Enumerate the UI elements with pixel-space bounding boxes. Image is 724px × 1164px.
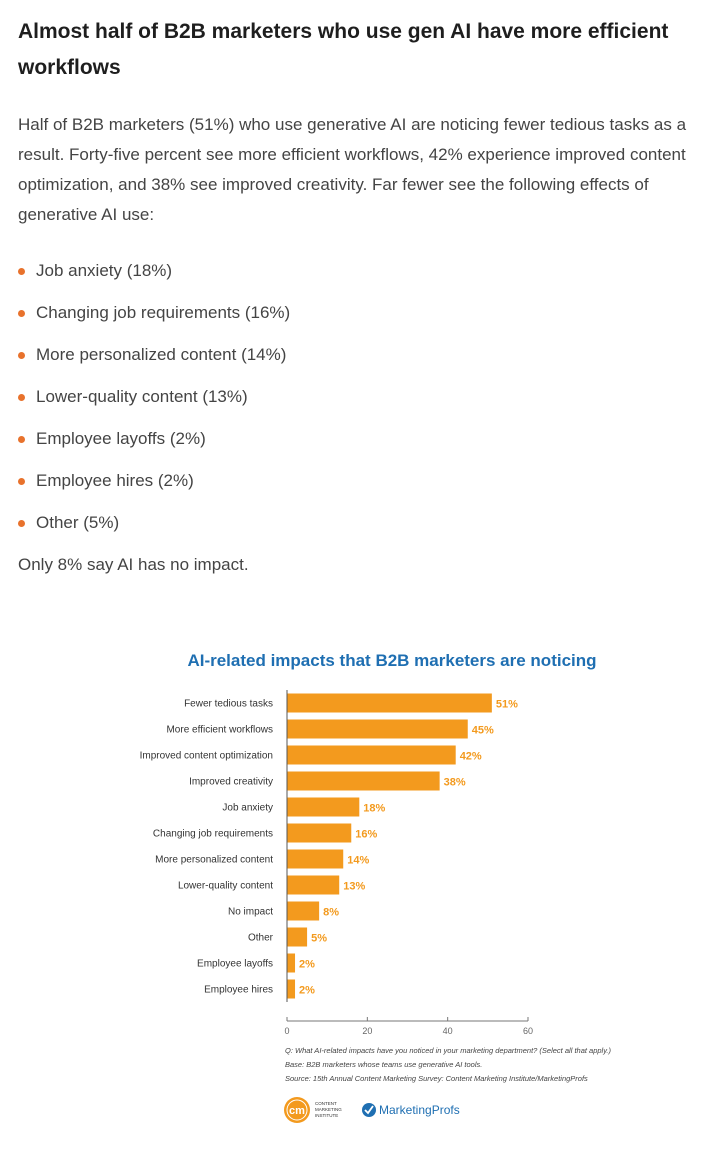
data-label: 38% (444, 777, 466, 789)
data-label: 18% (363, 803, 385, 815)
bullet-dot-icon (18, 352, 25, 359)
data-label: 8% (323, 907, 339, 919)
bars-layer: Fewer tedious tasks 51% More efficient wor… (140, 690, 518, 1002)
cmi-logo-text-line: MARKETING (315, 1107, 342, 1112)
list-item-text: More personalized content (14%) (36, 345, 287, 364)
bar (287, 719, 468, 739)
bullet-dot-icon (18, 478, 25, 485)
data-label: 14% (347, 855, 369, 867)
cmi-logo: cm CONTENT MARKETING INSTITUTE (284, 1097, 342, 1123)
bar (287, 979, 296, 999)
category-label: More efficient workflows (166, 725, 273, 736)
bullet-dot-icon (18, 436, 25, 443)
x-tick-label: 40 (443, 1026, 453, 1036)
list-item-text: Job anxiety (18%) (36, 261, 173, 280)
bar (287, 849, 344, 869)
impact-bullet-list: Job anxiety (18%) Changing job requireme… (18, 260, 706, 534)
x-tick-label: 0 (284, 1026, 289, 1036)
marketingprofs-logo-text: MarketingProfs (379, 1103, 460, 1117)
list-item-text: Other (5%) (36, 513, 120, 532)
chart-note-base: Base: B2B marketers whose teams use gene… (285, 1060, 482, 1069)
bullet-dot-icon (18, 310, 25, 317)
list-item-text: Lower-quality content (13%) (36, 387, 248, 406)
bar (287, 797, 360, 817)
data-label: 5% (311, 933, 327, 945)
chart-figure: AI-related impacts that B2B marketers ar… (0, 630, 724, 1130)
article-headline: Almost half of B2B marketers who use gen… (18, 20, 669, 79)
bar (287, 953, 296, 973)
data-label: 2% (299, 985, 315, 997)
list-item-text: Employee hires (2%) (36, 471, 194, 490)
bar (287, 823, 352, 843)
bar (287, 771, 440, 791)
category-label: Job anxiety (222, 803, 273, 814)
cmi-logo-ring-icon (286, 1099, 308, 1121)
marketingprofs-logo: MarketingProfs (362, 1103, 460, 1117)
bar (287, 875, 340, 895)
list-item-text: Changing job requirements (16%) (36, 303, 291, 322)
list-item: Changing job requirements (16%) (18, 302, 706, 324)
data-label: 45% (472, 725, 494, 737)
bullet-dot-icon (18, 394, 25, 401)
logos: cm CONTENT MARKETING INSTITUTE Marketing… (284, 1097, 460, 1123)
article-closing: Only 8% say AI has no impact. (18, 555, 249, 574)
category-label: No impact (228, 907, 273, 918)
article: Almost half of B2B marketers who use gen… (0, 0, 724, 576)
category-label: More personalized content (155, 855, 273, 866)
bullet-dot-icon (18, 520, 25, 527)
cmi-logo-text-line: INSTITUTE (315, 1113, 338, 1118)
bar (287, 901, 320, 921)
category-label: Improved content optimization (140, 751, 273, 762)
bullet-dot-icon (18, 268, 25, 275)
cmi-logo-mark-icon (284, 1097, 310, 1123)
bar (287, 927, 308, 947)
marketingprofs-mark-icon (362, 1103, 376, 1117)
chart-note-question: Q: What AI-related impacts have you noti… (285, 1046, 611, 1055)
list-item: Employee hires (2%) (18, 470, 706, 492)
category-label: Fewer tedious tasks (184, 699, 273, 710)
data-label: 16% (355, 829, 377, 841)
chart-note-source: Source: 15th Annual Content Marketing Su… (285, 1074, 588, 1083)
list-item: Other (5%) (18, 512, 706, 534)
list-item-text: Employee layoffs (2%) (36, 429, 206, 448)
category-label: Changing job requirements (153, 829, 273, 840)
article-intro: Half of B2B marketers (51%) who use gene… (18, 115, 687, 224)
x-tick-label: 60 (523, 1026, 533, 1036)
bar (287, 693, 492, 713)
chart-notes: Q: What AI-related impacts have you noti… (285, 1046, 611, 1083)
data-label: 51% (496, 699, 518, 711)
marketingprofs-check-icon (364, 1105, 374, 1115)
category-label: Other (248, 933, 274, 944)
data-label: 13% (343, 881, 365, 893)
list-item: Job anxiety (18%) (18, 260, 706, 282)
cmi-logo-mark-text: cm (289, 1105, 305, 1117)
x-tick-label: 20 (362, 1026, 372, 1036)
bar (287, 745, 456, 765)
bar-chart: AI-related impacts that B2B marketers ar… (140, 651, 611, 1123)
category-label: Improved creativity (189, 777, 273, 788)
data-label: 42% (460, 751, 482, 763)
data-label: 2% (299, 959, 315, 971)
category-label: Employee hires (204, 985, 273, 996)
category-label: Employee layoffs (197, 959, 273, 970)
list-item: Lower-quality content (13%) (18, 386, 706, 408)
chart-title: AI-related impacts that B2B marketers ar… (187, 651, 596, 670)
list-item: More personalized content (14%) (18, 344, 706, 366)
x-axis: 0 20 40 60 (284, 1017, 533, 1036)
list-item: Employee layoffs (2%) (18, 428, 706, 450)
category-label: Lower-quality content (178, 881, 273, 892)
cmi-logo-text-line: CONTENT (315, 1101, 337, 1106)
